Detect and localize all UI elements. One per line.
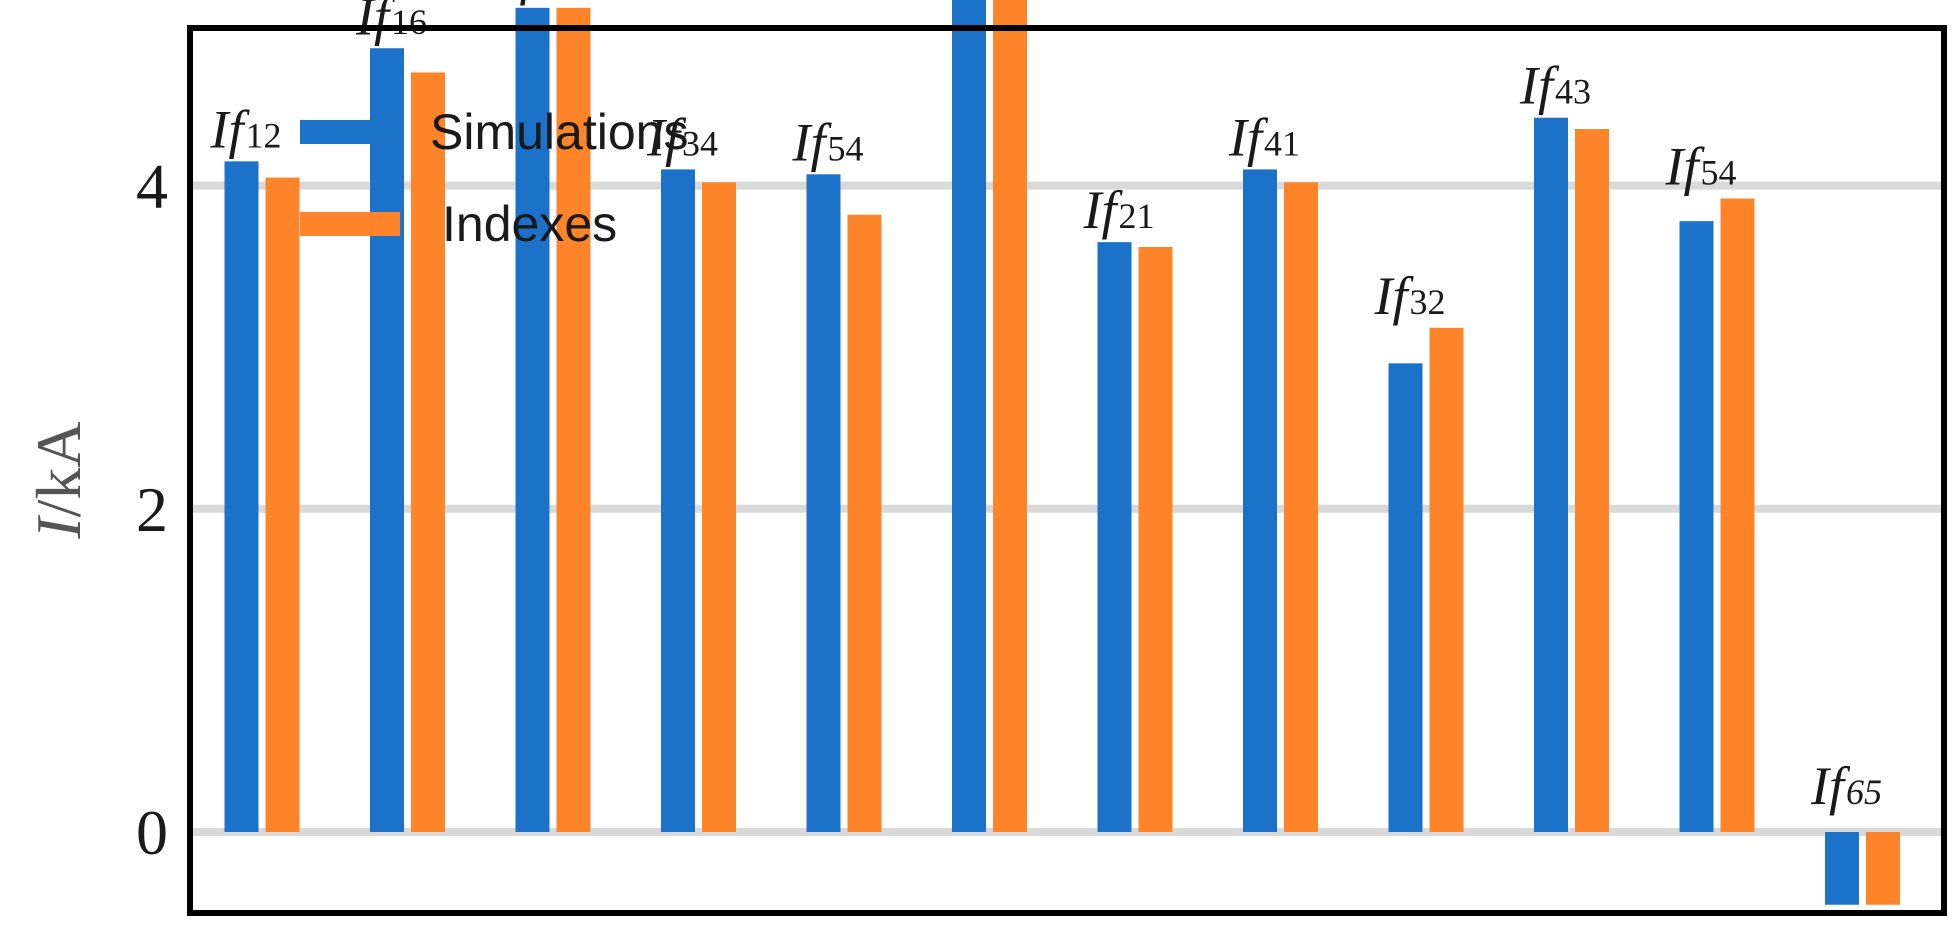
bar-indexes-1	[265, 177, 300, 832]
bar-indexes-2	[411, 72, 445, 833]
bar-simulations-4	[661, 169, 695, 832]
y-tick-label: 2	[136, 474, 168, 545]
legend: Simulations Indexes	[300, 104, 688, 252]
bar-category-label: If23	[501, 0, 573, 6]
bar-category-label: If16	[355, 0, 427, 46]
bar-simulations-8	[1243, 169, 1277, 832]
bar-category-label: If65	[1810, 756, 1882, 816]
bars	[224, 0, 1900, 905]
bar-category-label: If32	[1374, 266, 1446, 326]
bar-indexes-12	[1866, 832, 1900, 905]
y-tick-label: 0	[136, 797, 168, 868]
bar-simulations-7	[1097, 242, 1132, 832]
bar-indexes-3	[556, 7, 591, 832]
bar-simulations-6	[952, 0, 986, 832]
y-axis-label: I/kA	[23, 421, 94, 539]
bar-simulations-12	[1825, 832, 1859, 905]
bar-simulations-5	[806, 174, 841, 833]
y-tick-label: 4	[136, 151, 168, 222]
bar-simulations-3	[515, 7, 550, 832]
bar-indexes-5	[847, 214, 882, 833]
bar-category-label: If12	[210, 99, 282, 159]
bar-category-label: If41	[1228, 107, 1300, 167]
legend-label-simulations: Simulations	[430, 104, 688, 160]
bar-category-label: If54	[1665, 137, 1737, 197]
bar-indexes-7	[1138, 247, 1173, 832]
bar-simulations-2	[370, 48, 404, 833]
bar-indexes-4	[702, 182, 736, 833]
bar-simulations-1	[224, 161, 259, 833]
plot-frame	[187, 25, 1947, 916]
bar-category-label: If54	[792, 112, 864, 172]
gridlines	[193, 181, 1941, 836]
bar-indexes-9	[1429, 327, 1464, 832]
bar-simulations-11	[1679, 221, 1714, 833]
bar-indexes-6	[993, 0, 1027, 833]
bar-simulations-10	[1534, 117, 1568, 832]
bar-indexes-11	[1720, 198, 1755, 832]
bar-indexes-10	[1575, 129, 1609, 833]
y-axis-ticks: 02468	[136, 151, 168, 868]
legend-swatch-indexes	[300, 212, 400, 236]
legend-label-indexes: Indexes	[442, 196, 617, 252]
legend-swatch-simulations	[300, 120, 400, 144]
bar-indexes-8	[1284, 182, 1318, 833]
bar-category-label: If43	[1519, 56, 1591, 116]
bar-simulations-9	[1388, 363, 1423, 832]
